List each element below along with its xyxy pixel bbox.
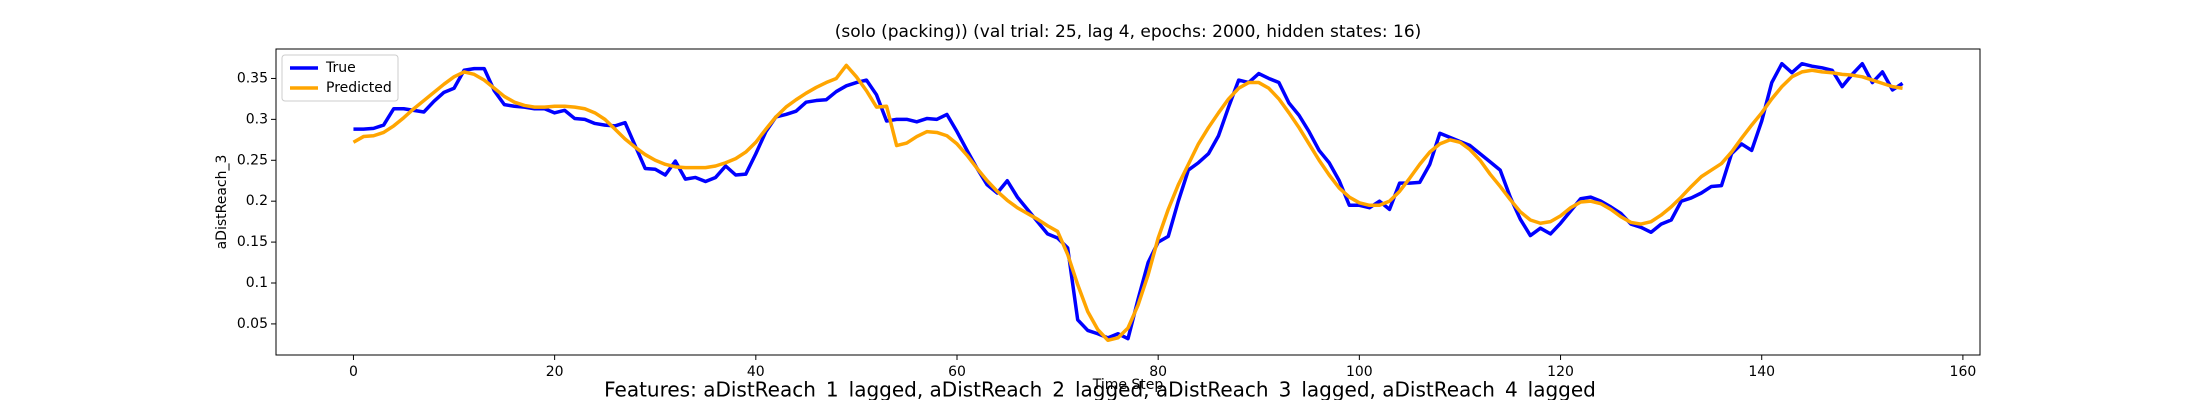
x-tick-label: 80	[1149, 364, 1167, 380]
x-tick-label: 20	[546, 364, 564, 380]
x-tick-label: 60	[948, 364, 966, 380]
y-tick-label: 0.25	[237, 152, 268, 168]
line-series	[352, 63, 1903, 343]
y-axis-label: aDistReach_3	[214, 155, 230, 250]
y-tick-label: 0.15	[237, 234, 268, 250]
x-tick-label: 0	[349, 364, 358, 380]
axes-frame	[275, 48, 1981, 356]
x-tick-label: 140	[1748, 364, 1775, 380]
legend-label: Predicted	[326, 80, 392, 96]
x-axis-label: Time Step	[1092, 377, 1164, 393]
legend-label: True	[325, 60, 356, 76]
chart-title: (solo (packing)) (val trial: 25, lag 4, …	[835, 22, 1422, 42]
footer: Features: aDistReach_1_lagged, aDistReac…	[604, 378, 1596, 400]
y-tick-label: 0.3	[246, 111, 268, 127]
y-tick-label: 0.35	[237, 70, 268, 86]
x-tick-label: 40	[747, 364, 765, 380]
x-tick-label: 100	[1346, 364, 1373, 380]
x-tick-label: 160	[1950, 364, 1977, 380]
x-tick-label: 120	[1547, 364, 1574, 380]
line-series	[353, 61, 1904, 341]
y-tick-label: 0.2	[246, 193, 268, 209]
y-tick-label: 0.05	[237, 316, 268, 332]
y-tick-label: 0.1	[246, 275, 268, 291]
